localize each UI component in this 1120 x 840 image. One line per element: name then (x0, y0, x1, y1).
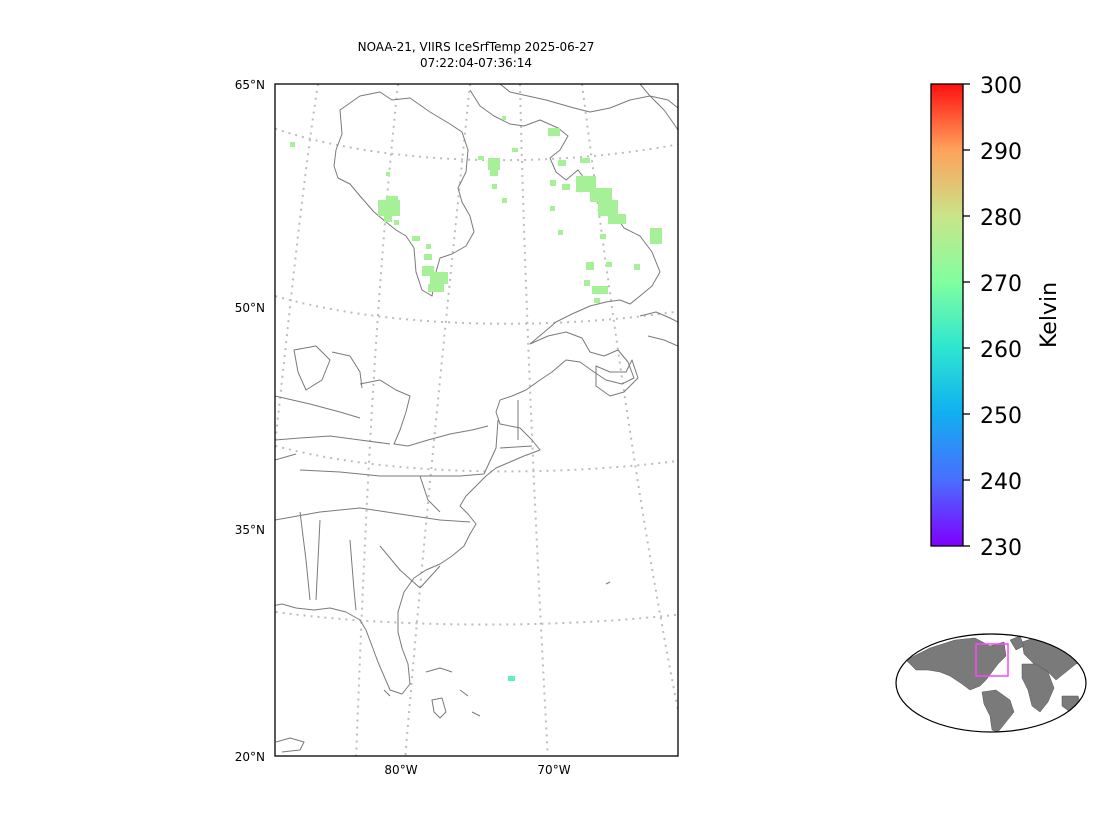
latitude-labels: 65°N 50°N 35°N 20°N (235, 78, 265, 764)
map-title-line2: 07:22:04-07:36:14 (420, 56, 532, 70)
ice-pixel (606, 262, 612, 267)
ice-pixel (478, 156, 484, 160)
coastline-baffin (499, 84, 678, 113)
ice-pixel (586, 262, 594, 270)
ice-pixel (422, 266, 434, 276)
lat-label-35: 35°N (235, 523, 265, 537)
ice-pixel (492, 184, 497, 189)
colorbar-tick-280: 280 (980, 206, 1022, 231)
lat-label-65: 65°N (235, 78, 265, 92)
ice-pixel (580, 158, 590, 163)
ice-pixel (502, 116, 506, 120)
colorbar-tick-290: 290 (980, 140, 1022, 165)
lat-label-50: 50°N (235, 301, 265, 315)
coastline-us-east (275, 399, 541, 695)
ice-pixel (548, 128, 560, 136)
ice-pixel (558, 160, 566, 166)
lon-label-80w: 80°W (384, 763, 417, 777)
lat-label-20: 20°N (235, 750, 265, 764)
ice-pixel (594, 298, 600, 303)
colorbar: 300 290 280 270 260 250 240 230 Kelvin (930, 74, 1062, 561)
colorbar-gradient (930, 83, 964, 547)
coastline-bermuda (605, 581, 611, 585)
coastline-newfoundland (639, 311, 678, 347)
ice-pixel (386, 172, 390, 176)
inset-border (895, 633, 1087, 733)
ice-pixel (502, 198, 507, 203)
ice-pixel (412, 236, 420, 241)
ice-pixel (562, 184, 570, 190)
ice-pixel-warm (508, 676, 515, 681)
ice-pixel (550, 206, 555, 211)
lon-label-70w: 70°W (537, 763, 570, 777)
ice-pixel (424, 254, 432, 260)
graticule-lon-85 (355, 84, 399, 756)
ice-pixel (490, 168, 498, 176)
ice-pixel (488, 158, 500, 170)
graticule-lon-80 (404, 84, 471, 756)
colorbar-tick-300: 300 (980, 74, 1022, 99)
inset-globe-map (895, 633, 1087, 733)
ice-pixel (428, 284, 444, 292)
coastlines (275, 84, 678, 753)
coastline-nova-scotia (595, 359, 639, 397)
ice-pixel (386, 196, 398, 202)
ice-pixel (512, 148, 518, 152)
coastline-labrador-sea (639, 84, 678, 131)
ice-pixel (394, 220, 399, 225)
ice-pixel (290, 142, 295, 147)
coastline-hudson-bay (333, 91, 475, 297)
ice-pixel (590, 188, 612, 202)
ice-pixel (384, 214, 392, 222)
ice-pixel (592, 286, 608, 294)
coastline-gulf-st-lawrence (499, 331, 635, 401)
colorbar-label: Kelvin (1037, 282, 1062, 348)
graticule (275, 84, 678, 756)
graticule-lon-65 (581, 84, 678, 716)
ice-pixel (378, 200, 400, 216)
coastline-bahamas-cuba (275, 667, 481, 753)
ice-pixel (634, 264, 640, 270)
graticule-lat-30 (275, 610, 678, 626)
coastline-great-lakes (293, 345, 489, 447)
ice-pixel (598, 200, 618, 216)
ice-pixel (550, 180, 556, 186)
ice-pixel (600, 234, 606, 239)
graticule-lon-70 (519, 84, 549, 756)
colorbar-tick-270: 270 (980, 272, 1022, 297)
map-frame (274, 83, 679, 757)
longitude-labels: 80°W 70°W (384, 763, 570, 777)
colorbar-tick-250: 250 (980, 404, 1022, 429)
ice-temperature-pixels (290, 116, 662, 681)
ice-pixel (558, 230, 563, 235)
ice-pixel (430, 272, 448, 284)
map-title-line1: NOAA-21, VIIRS IceSrfTemp 2025-06-27 (358, 40, 595, 54)
ice-pixel (426, 244, 431, 249)
colorbar-tick-230: 230 (980, 536, 1022, 561)
colorbar-tick-260: 260 (980, 338, 1022, 363)
state-borders (275, 395, 533, 611)
ice-pixel (608, 214, 626, 224)
colorbar-ticks (963, 83, 970, 547)
map-background (275, 84, 678, 756)
map-panel[interactable] (262, 83, 700, 760)
ice-pixel (584, 280, 590, 286)
ice-pixel (650, 228, 662, 244)
colorbar-tick-240: 240 (980, 470, 1022, 495)
inset-region-box (975, 643, 1009, 677)
